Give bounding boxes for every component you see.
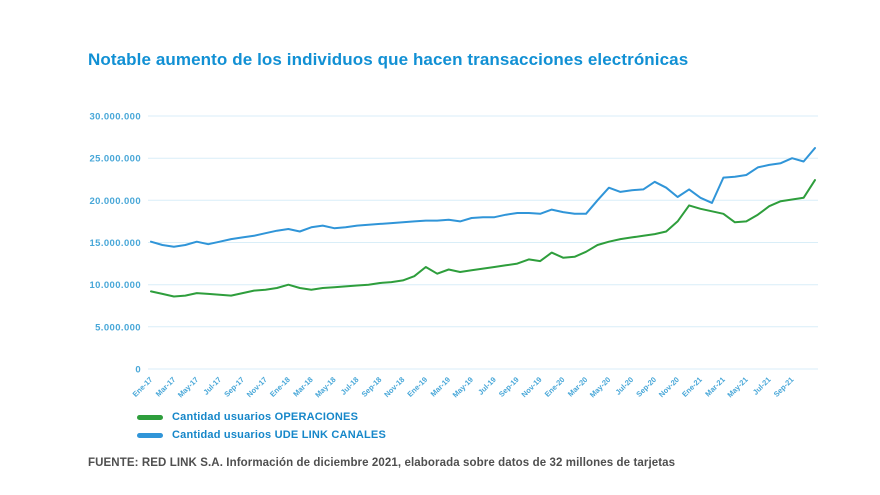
series-line-operaciones [150,179,816,298]
y-tick-label: 30.000.000 [89,112,141,123]
x-tick-label: Jul-19 [476,375,498,397]
x-tick-label: Sep-17 [222,375,246,399]
x-tick-label: Jul-20 [614,375,636,397]
legend-swatch-operaciones-icon [137,414,163,420]
x-tick-label: Mar-19 [429,375,452,398]
y-tick-label: 20.000.000 [89,196,141,207]
x-tick-label: Sep-20 [634,375,658,399]
chart-legend: Cantidad usuarios OPERACIONES Cantidad u… [137,410,386,442]
y-tick-label: 5.000.000 [95,322,141,333]
y-tick-label: 10.000.000 [89,280,141,291]
source-note: FUENTE: RED LINK S.A. Información de dic… [88,457,676,469]
legend-swatch-ude-link-canales-icon [137,432,163,438]
x-tick-label: Jul-17 [201,375,223,397]
x-tick-label: Nov-18 [382,375,406,399]
x-tick-label: Ene-21 [680,375,704,399]
x-tick-label: Nov-20 [657,375,681,399]
x-tick-label: Jul-21 [751,375,773,397]
x-tick-label: Jul-18 [339,375,361,397]
x-tick-label: Mar-21 [703,375,726,398]
legend-item-ude-link-canales: Cantidad usuarios UDE LINK CANALES [137,428,386,442]
x-tick-label: May-18 [313,375,337,399]
legend-label-operaciones: Cantidad usuarios OPERACIONES [172,411,359,423]
y-tick-label: 15.000.000 [89,238,141,249]
chart-title: Notable aumento de los individuos que ha… [88,50,689,69]
x-tick-label: Mar-17 [154,375,177,398]
legend-item-operaciones: Cantidad usuarios OPERACIONES [137,410,386,424]
x-tick-label: Ene-18 [268,375,292,399]
y-tick-label: 25.000.000 [89,154,141,165]
x-tick-label: May-21 [725,375,749,399]
x-tick-label: Ene-20 [543,375,567,399]
x-tick-label: Mar-20 [566,375,589,398]
x-tick-label: May-17 [176,375,200,399]
x-tick-label: May-20 [588,375,612,399]
legend-label-ude-link-canales: Cantidad usuarios UDE LINK CANALES [172,429,386,441]
x-tick-label: Ene-17 [131,375,155,399]
series-line-ude-link-canales [150,147,816,248]
x-tick-label: Nov-17 [245,375,269,399]
x-tick-label: Sep-18 [360,375,384,399]
x-tick-label: Mar-18 [291,375,314,398]
x-tick-label: Ene-19 [405,375,429,399]
x-tick-label: Sep-19 [497,375,521,399]
x-tick-label: Nov-19 [520,375,544,399]
x-tick-label: May-19 [451,375,475,399]
y-tick-label: 0 [135,365,141,376]
x-tick-label: Sep-21 [772,375,796,399]
